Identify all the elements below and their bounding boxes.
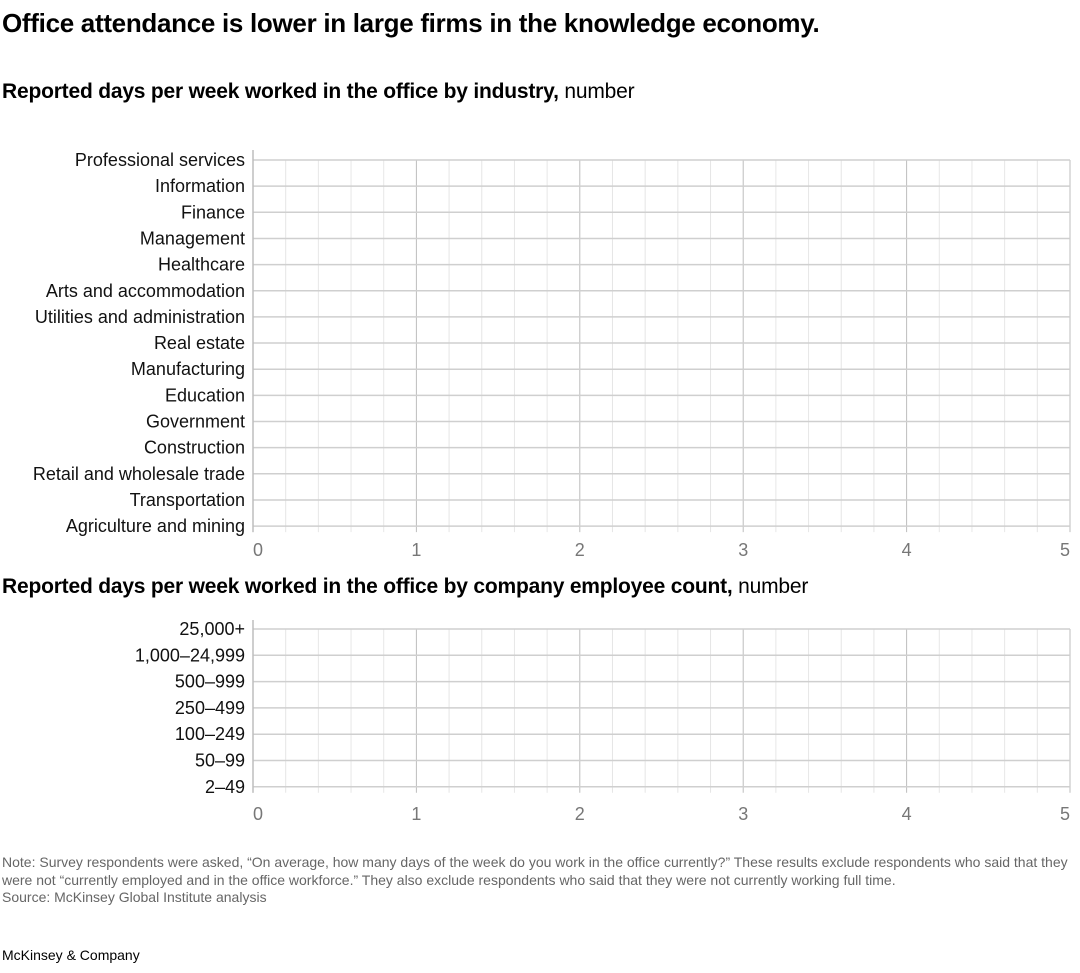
category-label: Education: [165, 385, 245, 405]
category-label: Management: [140, 228, 245, 248]
brand-logo: McKinsey & Company: [2, 947, 140, 963]
category-label: Utilities and administration: [35, 307, 245, 327]
category-label: Information: [155, 176, 245, 196]
x-tick-label: 2: [575, 804, 585, 824]
category-label: Agriculture and mining: [66, 516, 245, 536]
category-label: Real estate: [154, 333, 245, 353]
x-tick-label: 1: [411, 540, 421, 560]
x-tick-label: 4: [902, 540, 912, 560]
x-tick-label: 3: [738, 540, 748, 560]
category-label: Finance: [181, 202, 245, 222]
category-label: Healthcare: [158, 255, 245, 275]
category-label: 500–999: [175, 672, 245, 692]
x-tick-label: 3: [738, 804, 748, 824]
category-label: 25,000+: [179, 619, 245, 639]
x-tick-label: 0: [253, 804, 263, 824]
x-tick-label: 1: [411, 804, 421, 824]
category-label: Manufacturing: [131, 359, 245, 379]
x-tick-label: 5: [1060, 804, 1070, 824]
category-label: 50–99: [195, 751, 245, 771]
category-label: Retail and wholesale trade: [33, 464, 245, 484]
note-text: Note: Survey respondents were asked, “On…: [2, 854, 1068, 888]
category-label: 100–249: [175, 724, 245, 744]
chart2-subtitle: Reported days per week worked in the off…: [2, 575, 809, 598]
category-label: Construction: [144, 438, 245, 458]
category-label: 250–499: [175, 698, 245, 718]
chart-title: Office attendance is lower in large firm…: [2, 8, 820, 38]
category-label: Arts and accommodation: [46, 281, 245, 301]
x-tick-label: 5: [1060, 540, 1070, 560]
category-label: Professional services: [75, 150, 245, 170]
source-text: Source: McKinsey Global Institute analys…: [2, 889, 267, 905]
category-label: Government: [146, 412, 245, 432]
category-label: 2–49: [205, 777, 245, 797]
category-label: Transportation: [130, 490, 245, 510]
x-tick-label: 2: [575, 540, 585, 560]
x-tick-label: 4: [902, 804, 912, 824]
category-label: 1,000–24,999: [135, 645, 245, 665]
chart1-subtitle: Reported days per week worked in the off…: [2, 80, 635, 103]
x-tick-label: 0: [253, 540, 263, 560]
footnote: Note: Survey respondents were asked, “On…: [2, 854, 1078, 907]
